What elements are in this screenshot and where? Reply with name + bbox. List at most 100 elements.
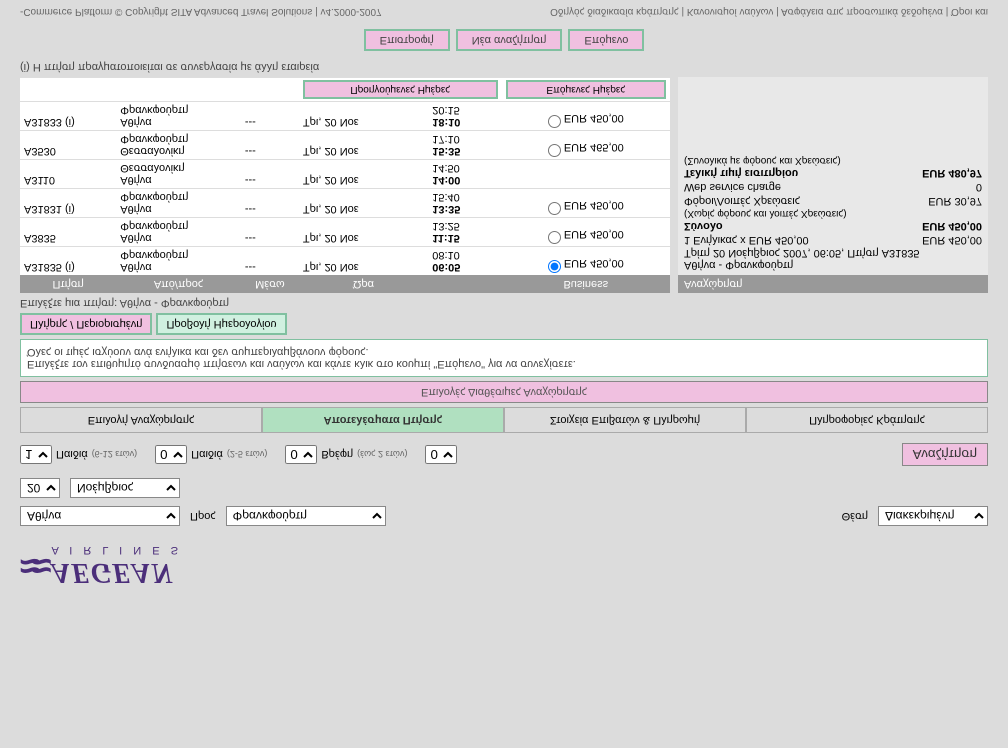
flight-code: A3835 bbox=[20, 218, 116, 247]
summary-title: Αναχώρηση bbox=[678, 275, 988, 293]
tab-2[interactable]: Αποτελέσματα Πτήσης bbox=[262, 407, 504, 433]
flight-row: A31833 (i)ΑθήναΦρανκφούρτη---Τρι, 20 Νοε… bbox=[20, 102, 670, 131]
flight-times: 11:1513:25 bbox=[428, 218, 501, 247]
flight-via: --- bbox=[241, 160, 299, 189]
flight-price-cell: EUR 450,00 bbox=[502, 189, 670, 218]
sum-l3l: Φόροι/Λοιπές Χρεώσεις bbox=[684, 195, 800, 207]
flight-via: --- bbox=[241, 131, 299, 160]
subtab-1[interactable]: Πλήρης / Περιορισμένη bbox=[20, 313, 152, 335]
flight-radio[interactable] bbox=[548, 260, 561, 273]
flight-date: Τρι, 20 Νοε bbox=[299, 102, 428, 131]
to-select[interactable]: Φρανκφούρτη bbox=[226, 506, 386, 526]
step-tabs: Επιλογή Αναχώρησης Αποτελέσματα Πτήσης Σ… bbox=[0, 407, 1008, 433]
flight-fromto: ΑθήναΦρανκφούρτη bbox=[116, 247, 241, 276]
next-button[interactable]: Επόμενο bbox=[568, 29, 644, 51]
adults-note: (6-12 ετών) bbox=[92, 450, 137, 460]
children-note: (2-5 ετών) bbox=[227, 450, 267, 460]
flight-row: A3530ΘεσσαλονίκηΦρανκφούρτη---Τρι, 20 Νο… bbox=[20, 131, 670, 160]
flight-code: A3530 bbox=[20, 131, 116, 160]
flight-fromto: ΑθήναΘεσσαλονίκη bbox=[116, 160, 241, 189]
footer: -Commerce Platform © Copyright SITA Adva… bbox=[0, 0, 1008, 23]
info-line2: Όλες οι τιμές ισχύουν ανά ενήλικα και δε… bbox=[27, 346, 981, 358]
flight-code: A31835 (i) bbox=[20, 247, 116, 276]
flight-date: Τρι, 20 Νοε bbox=[299, 131, 428, 160]
flight-price-cell: EUR 450,00 bbox=[502, 247, 670, 276]
subtab-2[interactable]: Προβολή Ημερολογίου bbox=[156, 313, 286, 335]
flight-date: Τρι, 20 Νοε bbox=[299, 189, 428, 218]
subtabs: Πλήρης / Περιορισμένη Προβολή Ημερολογίο… bbox=[0, 313, 1008, 335]
tab-1[interactable]: Επιλογή Αναχώρησης bbox=[20, 407, 262, 433]
summary-panel: Αναχώρηση Αθήνα - Φρανκφούρτη Τρίτη 20 Ν… bbox=[678, 77, 988, 293]
flight-times: 13:3515:40 bbox=[428, 189, 501, 218]
children2-select[interactable]: 0 bbox=[285, 445, 317, 464]
flight-fromto: ΑθήναΦρανκφούρτη bbox=[116, 218, 241, 247]
sum-l5r: EUR 480,97 bbox=[922, 167, 982, 179]
new-search-button[interactable]: Νέα αναζήτηση bbox=[456, 29, 563, 51]
passenger-row: 1 Παιδιά (6-12 ετών) 0 Παιδιά (2-5 ετών)… bbox=[0, 433, 1008, 470]
flight-radio[interactable] bbox=[548, 202, 561, 215]
flight-price-cell: EUR 465,00 bbox=[502, 131, 670, 160]
flight-via: --- bbox=[241, 247, 299, 276]
sum-l2r: EUR 450,00 bbox=[922, 220, 982, 232]
flight-fromto: ΘεσσαλονίκηΦρανκφούρτη bbox=[116, 131, 241, 160]
step-title: Επιλογές Διαθέσιμες Αναχώρησης bbox=[20, 381, 988, 403]
flight-times: 15:3517:10 bbox=[428, 131, 501, 160]
summary-when: Τρίτη 20 Νοέμβριος 2007, 06:05, Πτήση A3… bbox=[684, 247, 982, 259]
action-bar: Επιστροφή Νέα αναζήτηση Επόμενο bbox=[0, 23, 1008, 57]
tab-3[interactable]: Στοιχεία Επιβατών & Πληρωμή bbox=[504, 407, 746, 433]
flight-row: A3835ΑθήναΦρανκφούρτη---Τρι, 20 Νοε11:15… bbox=[20, 218, 670, 247]
flight-code: A3110 bbox=[20, 160, 116, 189]
prev-days-button[interactable]: Προηγούμενες Ημέρες bbox=[303, 80, 498, 99]
select-flight-label: Επιλέξτε μια πτήση: Αθήνα - Φρανκφούρτη bbox=[0, 293, 1008, 313]
flight-date: Τρι, 20 Νοε bbox=[299, 247, 428, 276]
children-label: Παιδιά bbox=[191, 449, 223, 461]
flight-date: Τρι, 20 Νοε bbox=[299, 160, 428, 189]
info-box: Επιλέξτε τον επιθυμητό συνδυασμό πτήσεων… bbox=[20, 339, 988, 377]
tab-4[interactable]: Πληροφορίες Κράτησης bbox=[746, 407, 988, 433]
search-button[interactable]: Αναζήτηση bbox=[902, 443, 988, 466]
logo-icon: ≈≈ bbox=[20, 545, 44, 587]
flight-radio[interactable] bbox=[548, 115, 561, 128]
flight-code: A31833 (i) bbox=[20, 102, 116, 131]
flight-radio[interactable] bbox=[548, 231, 561, 244]
sum-l1r: EUR 450,00 bbox=[922, 234, 982, 246]
sum-l3r: EUR 30,97 bbox=[928, 195, 982, 207]
children-select[interactable]: 0 bbox=[155, 445, 187, 464]
search-bar: Αθήνα Προς Φρανκφούρτη Θέση Διακεκριμένη bbox=[0, 498, 1008, 534]
sum-l2l: Σύνολο bbox=[684, 220, 723, 232]
th-business: Business bbox=[502, 275, 670, 293]
sum-note2: (Συνολικά με φόρους και Χρεώσεις) bbox=[684, 155, 982, 166]
sum-l4r: 0 bbox=[976, 181, 982, 193]
day-select[interactable]: 20 bbox=[20, 478, 60, 498]
month-select[interactable]: Νοέμβριος bbox=[70, 478, 180, 498]
infants-select[interactable]: 0 bbox=[425, 445, 457, 464]
codeshare-note: (i) Η πτήση πραγματοποιείται σε συνεργασ… bbox=[0, 57, 1008, 77]
flight-row: A31835 (i)ΑθήναΦρανκφούρτη---Τρι, 20 Νοε… bbox=[20, 247, 670, 276]
flight-row: A31831 (i)ΑθήναΦρανκφούρτη---Τρι, 20 Νοε… bbox=[20, 189, 670, 218]
adults-label: Παιδιά bbox=[56, 449, 88, 461]
flight-via: --- bbox=[241, 102, 299, 131]
flight-via: --- bbox=[241, 218, 299, 247]
back-button[interactable]: Επιστροφή bbox=[364, 29, 450, 51]
flight-price-cell: EUR 450,00 bbox=[502, 102, 670, 131]
next-days-button[interactable]: Επόμενες Ημέρες bbox=[506, 80, 666, 99]
flights-table: Πτήση Από/προς Μέσω Ώρα Business A31835 … bbox=[20, 77, 670, 293]
adults-select[interactable]: 1 bbox=[20, 445, 52, 464]
infants-note: (έως 2 ετών) bbox=[357, 450, 407, 460]
flight-fromto: ΑθήναΦρανκφούρτη bbox=[116, 102, 241, 131]
sum-l5l: Τελική τιμή εισιτηρίου bbox=[684, 167, 798, 179]
flight-times: 06:0508:10 bbox=[428, 247, 501, 276]
flight-radio[interactable] bbox=[548, 144, 561, 157]
logo-subtitle: A I R L I N E S bbox=[52, 544, 183, 556]
flight-date: Τρι, 20 Νοε bbox=[299, 218, 428, 247]
footer-right: Οδηγός διαδικασία κράτησης | Κανονισμοί … bbox=[550, 6, 988, 17]
flight-fromto: ΑθήναΦρανκφούρτη bbox=[116, 189, 241, 218]
class-select[interactable]: Διακεκριμένη bbox=[878, 506, 988, 526]
class-label: Θέση bbox=[842, 510, 868, 522]
flight-via: --- bbox=[241, 189, 299, 218]
footer-left: -Commerce Platform © Copyright SITA Adva… bbox=[20, 6, 382, 17]
logo-name: AEGEAN bbox=[52, 557, 173, 588]
from-select[interactable]: Αθήνα bbox=[20, 506, 180, 526]
flight-code: A31831 (i) bbox=[20, 189, 116, 218]
flight-price-cell bbox=[502, 160, 670, 189]
